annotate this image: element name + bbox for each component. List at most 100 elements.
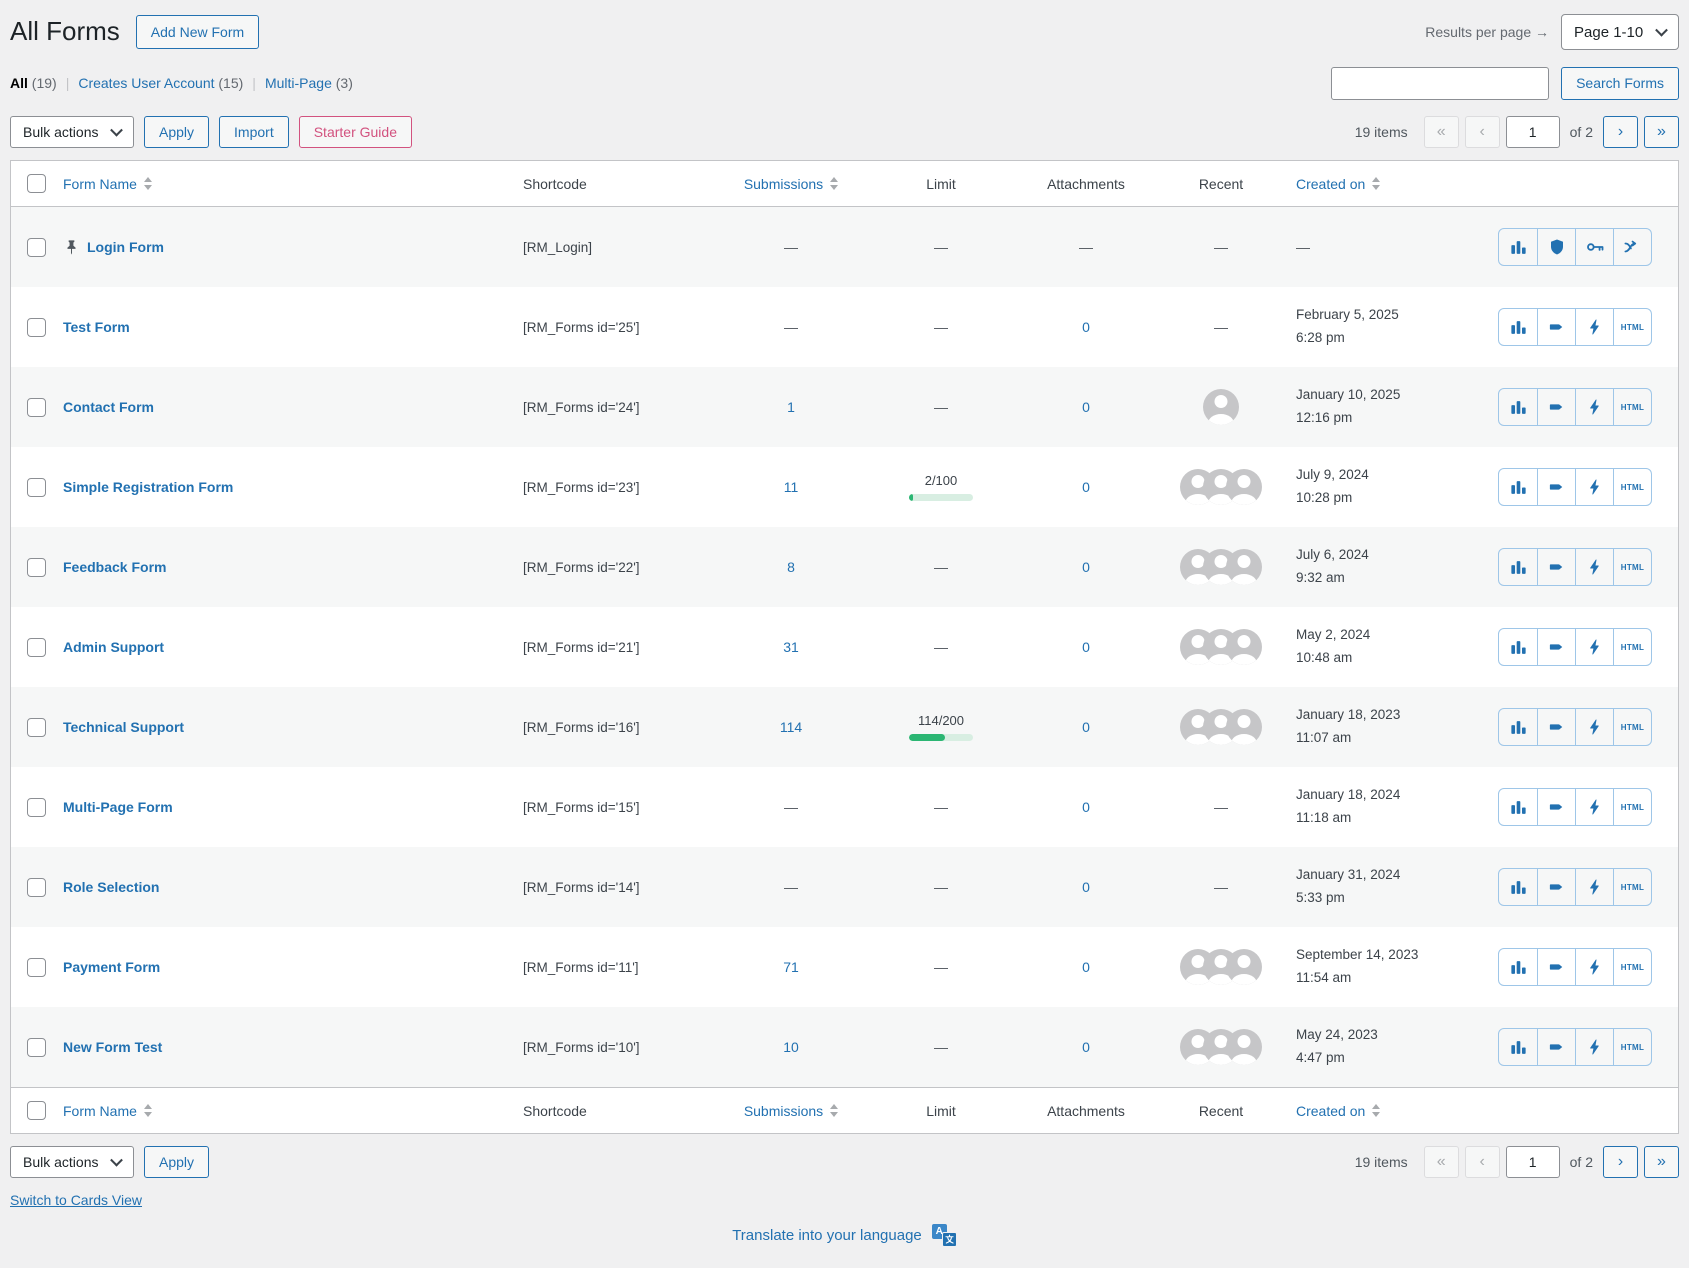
form-name-link[interactable]: Feedback Form <box>63 559 166 575</box>
action-html-button[interactable]: HTML <box>1613 949 1651 985</box>
search-forms-button[interactable]: Search Forms <box>1561 67 1679 100</box>
row-checkbox[interactable] <box>27 638 46 657</box>
bulk-actions-select[interactable]: Bulk actions <box>10 1146 134 1178</box>
attachments-count-link[interactable]: 0 <box>1082 799 1090 815</box>
submissions-count-link[interactable]: 10 <box>783 1039 799 1055</box>
form-name-link[interactable]: Admin Support <box>63 639 164 655</box>
form-name-link[interactable]: Simple Registration Form <box>63 479 233 495</box>
action-analytics-button[interactable] <box>1499 549 1537 585</box>
form-name-link[interactable]: New Form Test <box>63 1039 162 1055</box>
attachments-count-link[interactable]: 0 <box>1082 719 1090 735</box>
action-tag-button[interactable] <box>1537 629 1575 665</box>
submissions-count-link[interactable]: 8 <box>787 559 795 575</box>
action-tag-button[interactable] <box>1537 469 1575 505</box>
submissions-count-link[interactable]: 31 <box>783 639 799 655</box>
form-name-link[interactable]: Login Form <box>87 239 164 255</box>
action-automation-button[interactable] <box>1575 629 1613 665</box>
action-automation-button[interactable] <box>1575 869 1613 905</box>
action-key-button[interactable] <box>1575 229 1613 265</box>
action-automation-button[interactable] <box>1575 549 1613 585</box>
action-automation-button[interactable] <box>1575 789 1613 825</box>
sort-created-on[interactable]: Created on <box>1296 1103 1380 1119</box>
action-tag-button[interactable] <box>1537 789 1575 825</box>
previous-page-button[interactable]: ‹ <box>1465 116 1500 148</box>
translate-icon[interactable]: A <box>932 1224 957 1247</box>
form-name-link[interactable]: Technical Support <box>63 719 184 735</box>
bulk-actions-select[interactable]: Bulk actions <box>10 116 134 148</box>
action-tag-button[interactable] <box>1537 949 1575 985</box>
action-analytics-button[interactable] <box>1499 1029 1537 1065</box>
sort-created-on[interactable]: Created on <box>1296 176 1380 192</box>
sort-form-name[interactable]: Form Name <box>63 176 152 192</box>
action-tag-button[interactable] <box>1537 549 1575 585</box>
action-automation-button[interactable] <box>1575 949 1613 985</box>
action-tag-button[interactable] <box>1537 309 1575 345</box>
action-shield-button[interactable] <box>1537 229 1575 265</box>
attachments-count-link[interactable]: 0 <box>1082 879 1090 895</box>
row-checkbox[interactable] <box>27 1038 46 1057</box>
filter-creates-user-account-link[interactable]: Creates User Account <box>78 75 214 91</box>
action-html-button[interactable]: HTML <box>1613 869 1651 905</box>
action-analytics-button[interactable] <box>1499 309 1537 345</box>
row-checkbox[interactable] <box>27 238 46 257</box>
action-automation-button[interactable] <box>1575 389 1613 425</box>
action-html-button[interactable]: HTML <box>1613 629 1651 665</box>
form-name-link[interactable]: Multi-Page Form <box>63 799 173 815</box>
row-checkbox[interactable] <box>27 718 46 737</box>
action-analytics-button[interactable] <box>1499 229 1537 265</box>
select-all-checkbox[interactable] <box>27 1101 46 1120</box>
action-automation-button[interactable] <box>1575 709 1613 745</box>
submissions-count-link[interactable]: 1 <box>787 399 795 415</box>
action-automation-button[interactable] <box>1575 469 1613 505</box>
filter-all-link[interactable]: All <box>10 75 28 91</box>
filter-multi-page-link[interactable]: Multi-Page <box>265 75 332 91</box>
next-page-button[interactable]: › <box>1603 1146 1638 1178</box>
action-automation-button[interactable] <box>1575 309 1613 345</box>
first-page-button[interactable]: « <box>1424 116 1459 148</box>
attachments-count-link[interactable]: 0 <box>1082 639 1090 655</box>
current-page-input[interactable] <box>1506 116 1560 148</box>
sort-submissions[interactable]: Submissions <box>744 1103 838 1119</box>
row-checkbox[interactable] <box>27 398 46 417</box>
action-analytics-button[interactable] <box>1499 469 1537 505</box>
submissions-count-link[interactable]: 114 <box>780 719 802 735</box>
action-analytics-button[interactable] <box>1499 389 1537 425</box>
row-checkbox[interactable] <box>27 958 46 977</box>
select-all-checkbox[interactable] <box>27 174 46 193</box>
attachments-count-link[interactable]: 0 <box>1082 1039 1090 1055</box>
switch-to-cards-view-link[interactable]: Switch to Cards View <box>10 1192 142 1208</box>
action-analytics-button[interactable] <box>1499 789 1537 825</box>
row-checkbox[interactable] <box>27 478 46 497</box>
action-html-button[interactable]: HTML <box>1613 1029 1651 1065</box>
row-checkbox[interactable] <box>27 558 46 577</box>
action-analytics-button[interactable] <box>1499 709 1537 745</box>
page-range-select[interactable]: Page 1-10 <box>1561 14 1679 50</box>
action-html-button[interactable]: HTML <box>1613 709 1651 745</box>
form-name-link[interactable]: Contact Form <box>63 399 154 415</box>
apply-button[interactable]: Apply <box>144 1146 209 1178</box>
action-analytics-button[interactable] <box>1499 869 1537 905</box>
row-checkbox[interactable] <box>27 318 46 337</box>
action-html-button[interactable]: HTML <box>1613 389 1651 425</box>
attachments-count-link[interactable]: 0 <box>1082 559 1090 575</box>
translate-link[interactable]: Translate into your language <box>732 1227 922 1244</box>
attachments-count-link[interactable]: 0 <box>1082 399 1090 415</box>
action-tag-button[interactable] <box>1537 389 1575 425</box>
action-analytics-button[interactable] <box>1499 949 1537 985</box>
action-html-button[interactable]: HTML <box>1613 549 1651 585</box>
next-page-button[interactable]: › <box>1603 116 1638 148</box>
form-name-link[interactable]: Role Selection <box>63 879 159 895</box>
action-automation-button[interactable] <box>1575 1029 1613 1065</box>
last-page-button[interactable]: » <box>1644 116 1679 148</box>
apply-button[interactable]: Apply <box>144 116 209 148</box>
action-html-button[interactable]: HTML <box>1613 469 1651 505</box>
action-tag-button[interactable] <box>1537 709 1575 745</box>
search-input[interactable] <box>1331 67 1549 100</box>
action-tag-button[interactable] <box>1537 1029 1575 1065</box>
attachments-count-link[interactable]: 0 <box>1082 479 1090 495</box>
submissions-count-link[interactable]: 71 <box>783 959 799 975</box>
form-name-link[interactable]: Test Form <box>63 319 130 335</box>
action-analytics-button[interactable] <box>1499 629 1537 665</box>
import-button[interactable]: Import <box>219 116 289 148</box>
submissions-count-link[interactable]: 11 <box>784 479 799 495</box>
